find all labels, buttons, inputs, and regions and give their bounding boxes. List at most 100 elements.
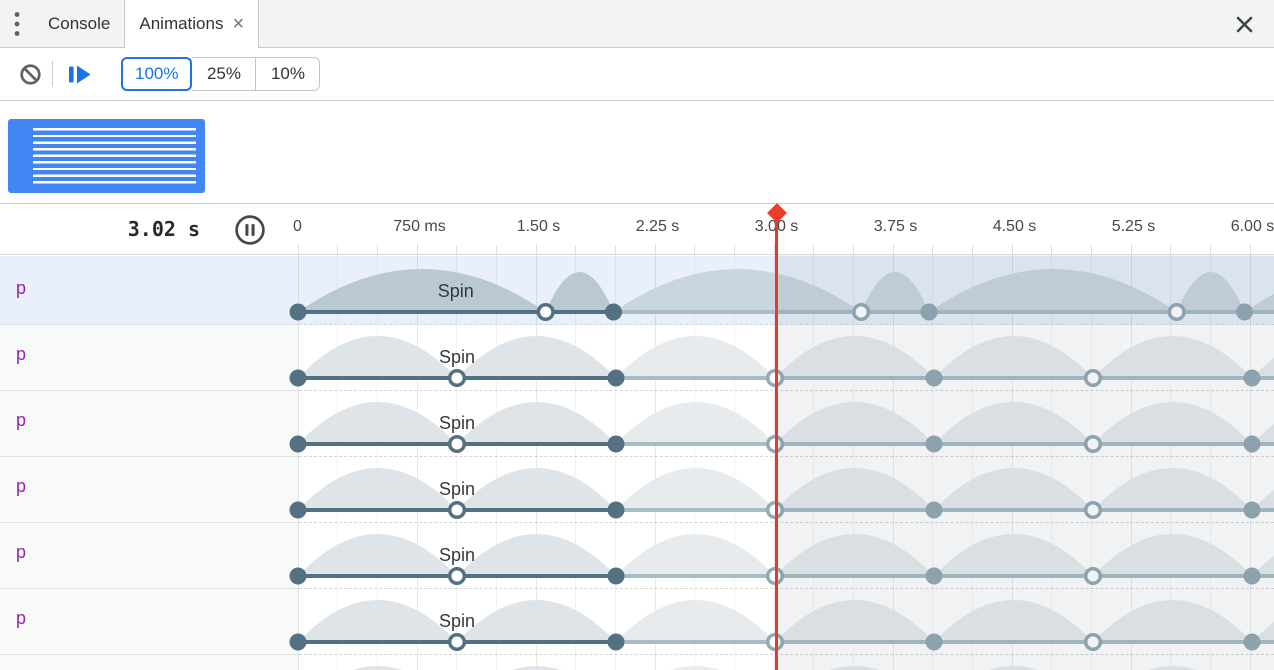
node-selector-label[interactable]: p (16, 278, 27, 298)
ruler-tick (733, 245, 735, 254)
ruler-tick (852, 245, 854, 254)
easing-curve (934, 534, 1093, 576)
keyframe-dot-open[interactable] (536, 302, 555, 322)
keyframe-dot-end[interactable] (1243, 501, 1261, 519)
easing-curve (616, 534, 775, 576)
current-time-unit: s (187, 217, 200, 241)
keyframe-dot-open[interactable] (447, 368, 467, 388)
node-selector-label[interactable]: p (16, 410, 27, 430)
keyframe-dot-end[interactable] (925, 435, 943, 453)
keyframe-dot-open[interactable] (447, 500, 467, 520)
ruler-tick (1209, 245, 1211, 254)
animation-group-thumbnail[interactable] (8, 119, 205, 193)
speed-25-button[interactable]: 25% (192, 57, 257, 91)
ruler-tick-label: 6.00 s (1230, 218, 1274, 235)
ruler-tick (813, 245, 815, 254)
keyframe-dot-open[interactable] (447, 566, 467, 586)
ruler-tick-label: 4.50 s (992, 218, 1037, 235)
keyframe-dot-end[interactable] (607, 369, 625, 387)
animation-row[interactable]: p Spin (0, 457, 1274, 523)
keyframe-dot-open[interactable] (1083, 368, 1103, 388)
keyframe-dot-open[interactable] (447, 632, 467, 652)
keyframe-dot-open[interactable] (1083, 632, 1103, 652)
keyframe-dot-start[interactable] (289, 633, 307, 651)
node-selector-label[interactable]: p (16, 476, 27, 496)
row-track-bg (299, 523, 1274, 589)
easing-curve (457, 534, 616, 576)
keyframe-dot-end[interactable] (925, 501, 943, 519)
animation-row[interactable]: p Spin (0, 325, 1274, 391)
easing-curve (298, 269, 546, 312)
easing-curve (989, 666, 1038, 670)
node-selector-label[interactable]: p (16, 344, 27, 364)
ruler-tick (575, 245, 577, 254)
keyframe-dot-end[interactable] (605, 303, 622, 321)
tab-animations[interactable]: Animations × (124, 0, 260, 49)
clear-all-button[interactable] (10, 54, 50, 94)
keyframe-dot-end[interactable] (607, 501, 625, 519)
tab-close-icon[interactable]: × (232, 13, 245, 35)
speed-10-button[interactable]: 10% (256, 57, 321, 91)
keyframe-dot-open[interactable] (765, 566, 785, 586)
pause-button[interactable] (234, 214, 266, 246)
speed-25-label: 25% (206, 64, 241, 83)
keyframe-dot-open[interactable] (765, 368, 785, 388)
keyframe-dot-end[interactable] (1243, 369, 1261, 387)
resume-all-button[interactable] (59, 54, 99, 94)
keyframe-dot-end[interactable] (1243, 633, 1261, 651)
keyframe-dot-start[interactable] (289, 567, 307, 585)
ruler-tick (495, 245, 497, 254)
animation-row-bg (0, 391, 1274, 457)
keyframe-dot-end[interactable] (607, 567, 625, 585)
gridline (1130, 255, 1132, 670)
tab-console-label: Console (48, 13, 111, 33)
keyframe-dot-open[interactable] (1083, 566, 1103, 586)
easing-curve (1093, 402, 1252, 444)
easing-curve (934, 600, 1093, 642)
keyframe-dot-open[interactable] (765, 434, 785, 454)
keyframe-dot-open[interactable] (765, 632, 785, 652)
keyframe-dot-open[interactable] (1083, 500, 1103, 520)
keyframe-dot-end[interactable] (925, 369, 943, 387)
animation-row[interactable]: p Spin (0, 256, 1274, 325)
row-track-bg (299, 391, 1274, 457)
keyframe-dot-end[interactable] (1243, 435, 1261, 453)
keyframe-dot-open[interactable] (765, 500, 785, 520)
gridline (614, 255, 616, 670)
easing-curve (1093, 336, 1252, 378)
keyframe-dot-end[interactable] (1236, 303, 1253, 321)
keyframe-dot-start[interactable] (289, 435, 307, 453)
keyframe-dot-open[interactable] (1167, 302, 1186, 322)
tab-console[interactable]: Console (34, 0, 124, 48)
easing-curve (298, 402, 457, 444)
node-selector-label[interactable]: p (16, 542, 27, 562)
keyframe-dot-open[interactable] (447, 434, 467, 454)
animation-row[interactable]: p Spin (0, 655, 1274, 670)
keyframe-dot-end[interactable] (925, 567, 943, 585)
keyframe-dot-end[interactable] (607, 633, 625, 651)
speed-100-button[interactable]: 100% (121, 57, 193, 91)
keyframe-dot-start[interactable] (289, 369, 307, 387)
ruler-tick-label: 1.50 s (516, 218, 561, 235)
animation-row[interactable]: p Spin (0, 391, 1274, 457)
keyframe-dot-open[interactable] (1083, 434, 1103, 454)
keyframe-dot-start[interactable] (289, 303, 307, 321)
devtools-close-button[interactable] (1226, 0, 1262, 48)
keyframe-dot-open[interactable] (852, 302, 871, 322)
animation-row[interactable]: p Spin (0, 523, 1274, 589)
ruler-tick-label: 2.25 s (635, 218, 680, 235)
more-options-button[interactable] (0, 0, 34, 48)
animation-row[interactable]: p Spin (0, 589, 1274, 655)
keyframe-dot-end[interactable] (925, 633, 943, 651)
animation-name-label: Spin (438, 611, 476, 631)
row-track-bg (299, 589, 1274, 655)
keyframe-dot-end[interactable] (1243, 567, 1261, 585)
node-selector-label[interactable]: p (16, 608, 27, 628)
easing-curve (457, 468, 616, 510)
keyframe-dot-start[interactable] (289, 501, 307, 519)
devtools-tabbar: Console Animations × (0, 0, 1274, 49)
keyframe-dot-end[interactable] (920, 303, 938, 321)
keyframe-dot-end[interactable] (607, 435, 625, 453)
gridline (416, 255, 418, 670)
